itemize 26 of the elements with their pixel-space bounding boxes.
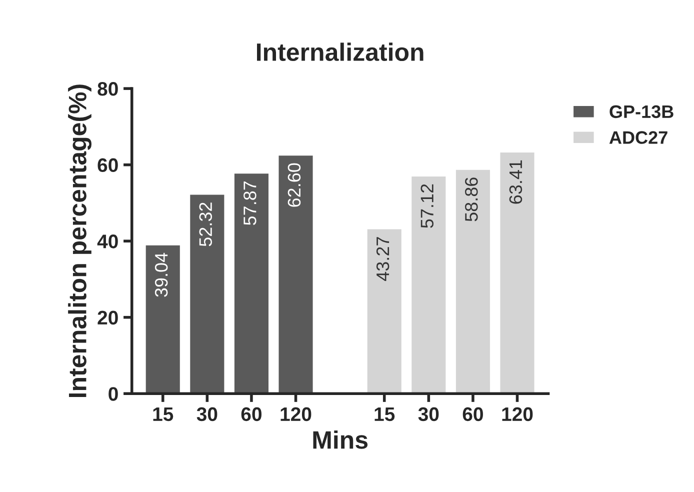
x-tick-label: 30: [196, 407, 218, 422]
y-axis-title: Internaliton percentage(%): [68, 84, 92, 398]
chart-title: Internalization: [257, 42, 424, 62]
x-axis-title: Mins: [313, 430, 368, 449]
x-tick-label: 60: [241, 407, 262, 422]
data-label: 58.86: [465, 178, 478, 222]
x-tick-label: 30: [418, 407, 439, 422]
data-label: 62.60: [288, 163, 301, 207]
x-tick-label: 15: [153, 408, 174, 422]
y-tick-label: 0: [108, 387, 118, 401]
y-tick-label: 20: [98, 310, 118, 325]
data-label: 57.87: [244, 181, 256, 226]
x-tick-label: 60: [462, 407, 483, 422]
legend-label: ADC27: [609, 131, 668, 144]
x-tick-label: 15: [374, 408, 395, 422]
y-tick-label: 40: [97, 234, 118, 248]
data-label: 52.32: [199, 202, 212, 246]
data-label: 57.12: [420, 184, 434, 228]
y-tick-label: 80: [98, 82, 118, 96]
y-tick-label: 60: [98, 158, 118, 172]
x-tick-label: 120: [280, 407, 312, 422]
data-label: 43.27: [376, 237, 390, 281]
data-label: 39.04: [154, 252, 168, 297]
legend-label: GP-13B: [610, 105, 674, 118]
x-tick-label: 120: [502, 407, 533, 422]
data-label: 63.41: [509, 160, 522, 204]
